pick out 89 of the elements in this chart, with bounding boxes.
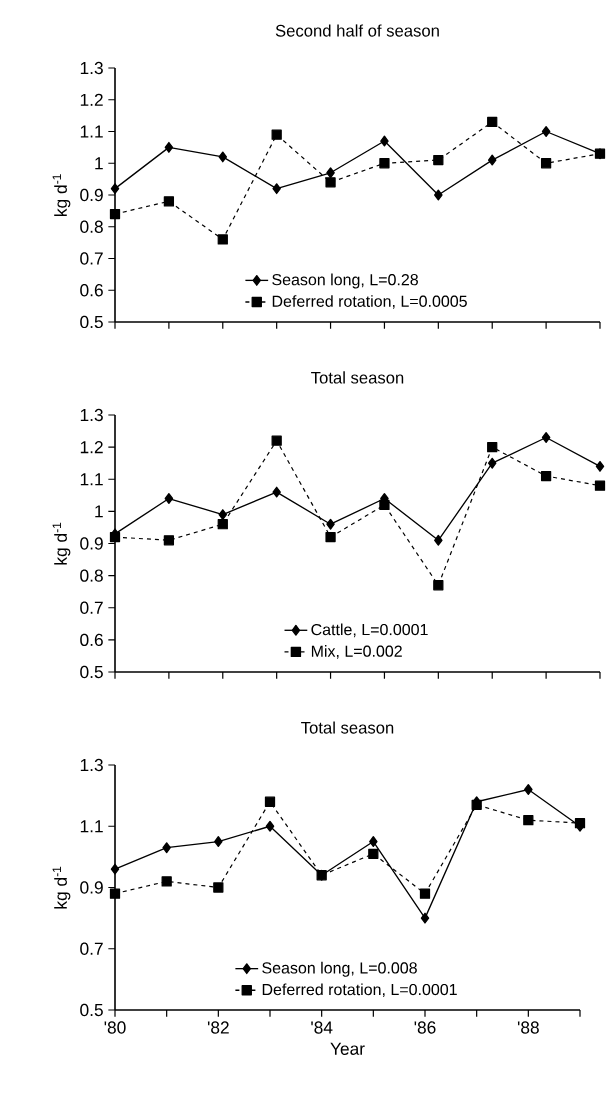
point (218, 151, 228, 163)
point (264, 796, 276, 807)
y-tick-label: 0.5 (80, 665, 103, 679)
point (523, 815, 534, 826)
y-tick-label: 1.2 (80, 93, 103, 106)
y-tick-label: 0.5 (80, 315, 103, 329)
point (433, 154, 444, 166)
y-axis-title: kg d$^{-1}$ (52, 866, 71, 909)
point (326, 167, 335, 179)
point (487, 441, 498, 453)
point (540, 470, 552, 482)
point (272, 183, 281, 195)
point (271, 435, 282, 446)
y-tick-label: 0.6 (80, 284, 103, 297)
y-tick-label: 0.7 (80, 942, 103, 955)
y-tick-label: 0.9 (80, 537, 103, 550)
point (163, 535, 175, 546)
point (433, 580, 444, 591)
point (109, 208, 121, 220)
point (541, 432, 551, 443)
x-tick-label: '84 (311, 1021, 333, 1034)
point (419, 888, 431, 899)
point (109, 888, 121, 899)
y-tick-label: 0.5 (80, 1003, 103, 1017)
point (487, 154, 497, 166)
legend-label: Season long, L=0.28 (272, 273, 418, 289)
point (164, 141, 174, 153)
x-tick-label: '82 (207, 1021, 229, 1034)
legend-label: Season long, L=0.008 (262, 961, 417, 977)
y-tick-label: 1.3 (80, 61, 103, 75)
y-axis-title: kg d$^{-1}$ (52, 522, 71, 565)
point (540, 158, 552, 169)
y-tick-label: 0.9 (80, 188, 103, 202)
point (369, 836, 378, 848)
point (379, 158, 390, 169)
point (380, 135, 389, 147)
chart-title: Second half of season (275, 24, 439, 37)
y-tick-label: 1.1 (80, 125, 103, 138)
y-tick-label: 1.3 (80, 408, 103, 422)
y-tick-label: 1.1 (80, 473, 103, 486)
y-tick-label: 0.7 (80, 252, 103, 265)
point (379, 499, 390, 511)
point (265, 820, 275, 832)
y-tick-label: 0.6 (80, 633, 103, 646)
point (420, 912, 430, 924)
point (524, 784, 533, 795)
y-tick-label: 0.8 (80, 220, 103, 233)
point (110, 863, 120, 875)
x-axis-title: Year (330, 1042, 365, 1055)
y-tick-label: 0.9 (80, 881, 103, 894)
y-tick-label: 1.3 (80, 758, 103, 772)
y-axis-title: kg d$^{-1}$ (52, 174, 71, 216)
point (368, 848, 379, 859)
point (164, 493, 174, 504)
point (487, 457, 497, 469)
x-tick-label: '80 (104, 1021, 126, 1034)
point (163, 196, 175, 207)
point (541, 126, 551, 137)
legend-label: Cattle, L=0.0001 (311, 623, 428, 638)
point (594, 480, 606, 491)
legend-label: Mix, L=0.002 (311, 645, 402, 659)
point (434, 534, 443, 546)
y-tick-label: 0.7 (80, 601, 103, 614)
point (162, 842, 171, 854)
y-tick-label: 1 (95, 157, 103, 170)
chart-title: Total season (301, 721, 394, 734)
legend-label: Deferred rotation, L=0.0005 (272, 295, 467, 309)
point (434, 189, 443, 201)
point (325, 531, 336, 543)
x-tick-label: '86 (414, 1021, 436, 1034)
point (217, 234, 228, 245)
x-tick-label: '88 (517, 1021, 539, 1034)
y-tick-label: 0.8 (80, 569, 103, 582)
point (487, 116, 498, 128)
point (161, 876, 172, 887)
legend-label: Deferred rotation, L=0.0001 (262, 983, 457, 998)
chart-title: Total season (311, 371, 404, 384)
point (213, 882, 224, 893)
point (271, 129, 282, 140)
point (272, 486, 281, 498)
point (325, 177, 336, 188)
point (214, 836, 223, 848)
point (217, 519, 228, 530)
point (110, 183, 120, 195)
y-tick-label: 1.1 (80, 820, 103, 833)
y-tick-label: 1.2 (80, 441, 103, 454)
y-tick-label: 1 (95, 505, 103, 518)
point (326, 518, 335, 530)
point (595, 460, 605, 472)
